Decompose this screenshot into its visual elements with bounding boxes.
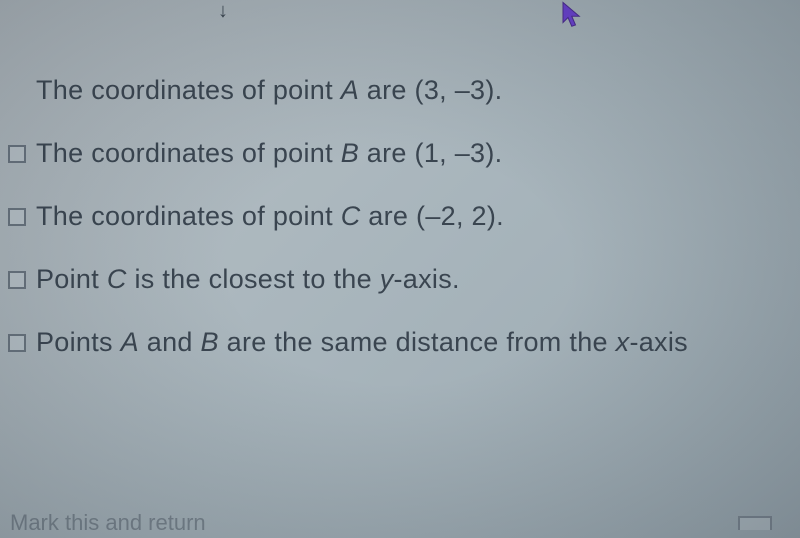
- option-text-5: Points A and B are the same distance fro…: [36, 327, 688, 358]
- option-text-4: Point C is the closest to the y-axis.: [36, 264, 460, 295]
- option-2: The coordinates of point B are (1, –3).: [0, 138, 800, 169]
- option-3: The coordinates of point C are (–2, 2).: [0, 201, 800, 232]
- option-5: Points A and B are the same distance fro…: [0, 327, 800, 358]
- bottom-box: [738, 516, 772, 530]
- option-text-2: The coordinates of point B are (1, –3).: [36, 138, 502, 169]
- mark-return-text[interactable]: Mark this and return: [10, 510, 206, 536]
- option-4: Point C is the closest to the y-axis.: [0, 264, 800, 295]
- option-text-1: The coordinates of point A are (3, –3).: [36, 75, 502, 106]
- checkbox-4[interactable]: [8, 271, 26, 289]
- options-list: The coordinates of point A are (3, –3). …: [0, 0, 800, 358]
- checkbox-3[interactable]: [8, 208, 26, 226]
- down-arrow-icon: ↓: [218, 0, 228, 23]
- option-1: The coordinates of point A are (3, –3).: [0, 75, 800, 106]
- checkbox-2[interactable]: [8, 145, 26, 163]
- checkbox-5[interactable]: [8, 334, 26, 352]
- option-text-3: The coordinates of point C are (–2, 2).: [36, 201, 504, 232]
- cursor-icon: [560, 0, 586, 30]
